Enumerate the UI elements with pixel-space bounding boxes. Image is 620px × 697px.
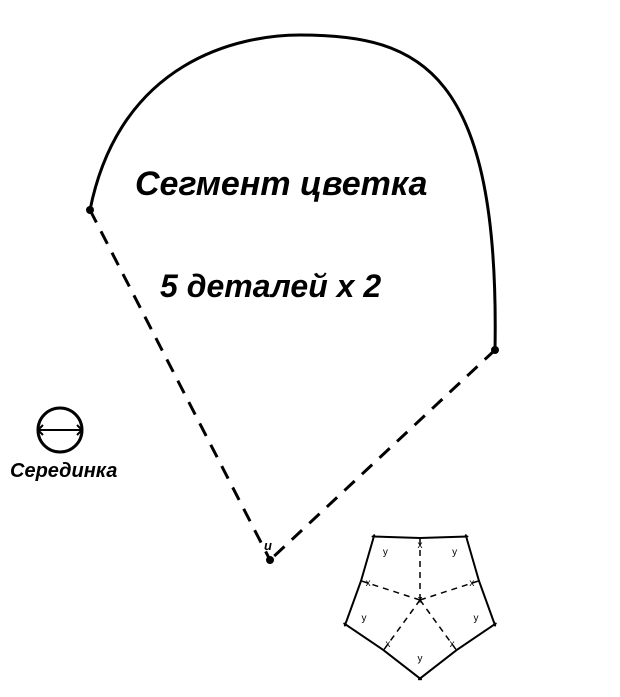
flower-mark-x-4: x [366, 578, 371, 589]
flower-mark-x-1: x [469, 578, 474, 589]
segment-count: 5 деталей х 2 [160, 268, 381, 305]
flower-mark-center: z [418, 595, 423, 606]
center-label: Серединка [10, 460, 117, 483]
flower-mark-y-1: y [474, 613, 479, 624]
segment-dot-2 [266, 556, 274, 564]
apex-mark: и [264, 538, 272, 553]
segment-left-dash [90, 210, 270, 560]
flower-mark-y-4: y [383, 547, 388, 558]
flower-mark-y-2: y [418, 654, 423, 665]
flower-mark-y-3: y [361, 613, 366, 624]
flower-mark-x-3: x [385, 639, 390, 650]
segment-right-dash [270, 350, 495, 560]
flower-mark-x-2: x [450, 639, 455, 650]
flower-mark-x-0: x [418, 540, 423, 551]
flower-mark-y-0: y [452, 547, 457, 558]
diagram-svg: x x x x x y y y y y z [0, 0, 620, 697]
segment-title: Сегмент цветка [135, 165, 427, 204]
segment-dot-1 [491, 346, 499, 354]
segment-dot-0 [86, 206, 94, 214]
